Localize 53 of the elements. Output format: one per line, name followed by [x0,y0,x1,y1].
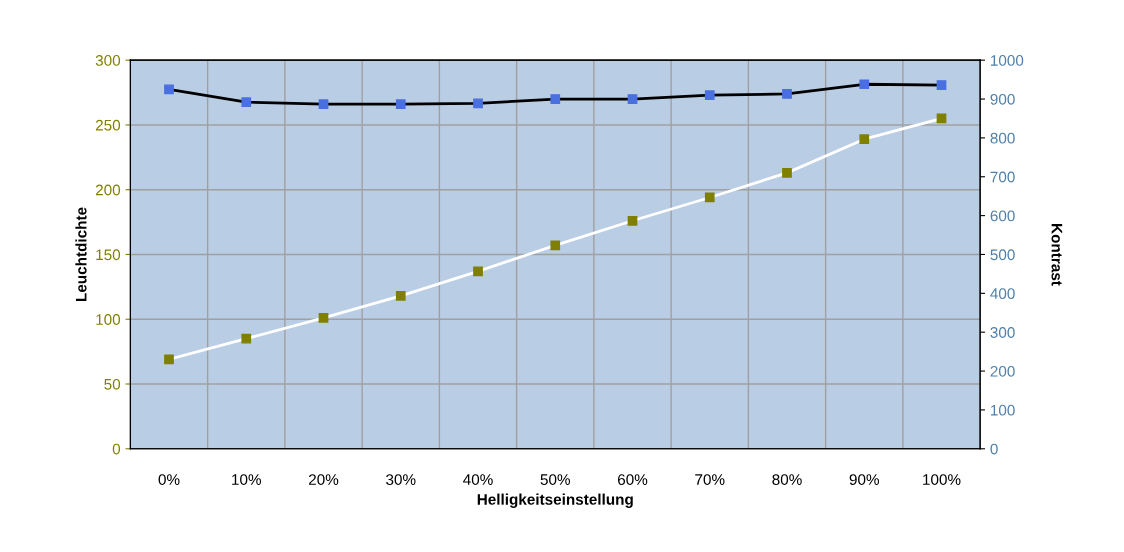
y2-tick-label: 300 [990,327,1015,338]
y-tick-label: 50 [104,378,121,390]
y2-tick-label: 400 [990,288,1015,300]
point [164,84,174,95]
y2-tick-label: 800 [990,132,1015,144]
point [395,99,406,109]
point [164,354,174,365]
x-axis-title: Helligkeitseinstellung [477,493,633,508]
y2-tick-label: 700 [990,171,1015,183]
x-tick-label: 10% [232,474,261,485]
point [473,266,483,277]
y2-tick-label: 600 [990,210,1015,222]
y-tick-label: 300 [95,55,121,66]
y-tick-label: 250 [95,119,121,131]
x-tick-label: 90% [849,474,879,485]
point [782,89,792,99]
y2-tick-label: 900 [990,93,1015,105]
x-tick-label: 20% [308,474,339,485]
point [859,134,870,145]
point [936,80,947,90]
y-tick-label: 150 [96,249,121,261]
point [782,168,792,178]
x-tick-label: 60% [617,474,648,485]
point [859,79,870,90]
x-tick-label: 50% [540,474,570,485]
point [704,90,715,101]
x-tick-label: 80% [772,474,802,485]
point [627,94,638,104]
point [473,98,483,109]
y-tick-label: 100 [96,314,121,325]
point [318,99,329,109]
point [550,240,561,251]
point [550,94,561,104]
point [704,192,715,203]
x-tick-label: 100% [923,474,961,485]
x-tick-label: 0% [158,474,180,485]
x-tick-label: 40% [463,474,493,485]
y2-tick-label: 1000 [991,55,1024,66]
y-tick-label: 0 [112,443,121,455]
point [318,313,329,323]
x-tick-label: 70% [695,474,725,485]
y2-tick-label: 0 [990,443,998,455]
point [241,97,252,107]
point [241,333,252,344]
point [627,215,638,226]
y2-tick-label: 200 [990,365,1015,377]
x-tick-label: 30% [386,474,416,485]
point [395,291,406,301]
y2-axis-title: Kontrast [1051,224,1063,286]
y2-tick-label: 500 [990,249,1015,261]
y2-tick-label: 100 [991,404,1015,416]
y-tick-label: 200 [95,184,121,196]
y-axis-title: Leuchtdichte [75,207,87,301]
